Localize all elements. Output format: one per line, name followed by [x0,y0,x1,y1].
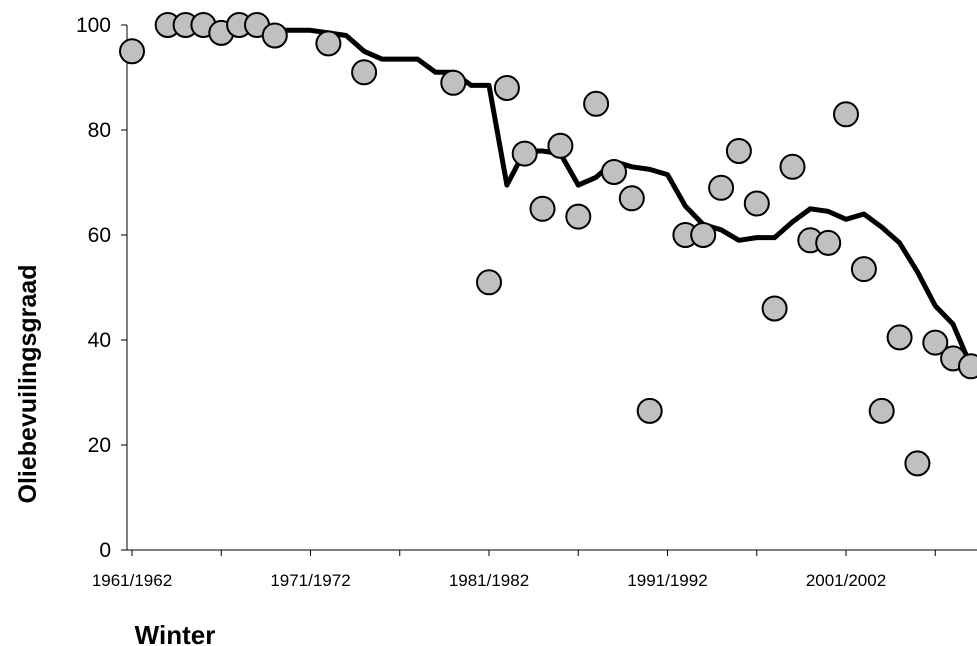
scatter-series [119,12,977,477]
y-axis-label: Oliebevuilingsgraad [14,265,42,504]
data-point [833,101,859,128]
data-point [583,90,610,117]
data-point [261,22,288,49]
data-point [511,140,538,167]
data-point [690,222,717,248]
data-point [868,397,895,424]
y-tick-label: 20 [88,434,111,457]
data-point [493,75,520,101]
y-tick-label: 40 [88,329,111,352]
y-tick-label: 0 [99,539,111,562]
y-tick-label: 60 [88,224,111,247]
data-point [779,153,806,180]
data-point [743,190,770,217]
data-point [958,353,977,380]
data-point [886,324,913,351]
x-tick-label: 1991/1992 [627,571,707,590]
data-point [351,59,378,86]
data-point [904,450,931,477]
y-tick-label: 100 [76,14,111,37]
data-point [601,159,627,185]
data-point [315,30,342,57]
y-tick-label: 80 [88,119,111,142]
data-point [547,132,574,159]
trend-line [218,25,974,369]
data-point [636,397,663,424]
data-point [440,69,467,96]
data-point [761,295,788,322]
x-ticks: 1961/1962 1971/1972 1981/1982 1991/1992 2001… [92,550,936,590]
data-point [708,174,735,201]
data-point [476,269,502,296]
data-point [119,38,145,65]
data-point [815,229,842,256]
data-point [618,185,645,212]
x-tick-label: 1961/1962 [92,571,172,590]
data-point [725,138,752,164]
x-axis-label: Winter [135,620,216,646]
x-tick-label: 1981/1982 [449,571,529,590]
trend-line-series [218,25,974,369]
data-point [529,195,556,222]
data-point [565,203,592,230]
axes [126,25,977,551]
x-tick-label: 1971/1972 [270,571,350,590]
y-ticks: 0 20 40 60 80 100 [76,14,127,562]
data-point [922,329,949,356]
data-point [850,256,877,283]
x-tick-label: 2001/2002 [806,571,886,590]
